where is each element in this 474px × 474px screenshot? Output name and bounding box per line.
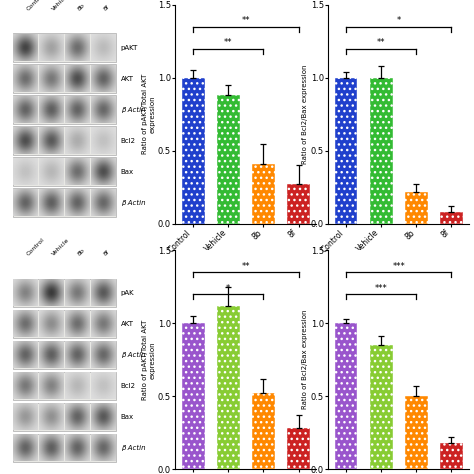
- Bar: [217, 306, 240, 469]
- Text: Bcl2: Bcl2: [121, 383, 136, 389]
- Text: Vehicle: Vehicle: [51, 237, 71, 257]
- Bar: [182, 78, 204, 224]
- Bar: [13, 127, 116, 155]
- Bar: [440, 443, 463, 469]
- Bar: [13, 372, 116, 401]
- Text: AKT: AKT: [121, 75, 134, 82]
- Text: Bcl2: Bcl2: [121, 137, 136, 144]
- Y-axis label: Ratio of pAKT/Total AKT
expression: Ratio of pAKT/Total AKT expression: [142, 319, 155, 400]
- Text: Control: Control: [26, 237, 46, 257]
- Text: Control: Control: [26, 0, 46, 11]
- Bar: [13, 189, 116, 217]
- Bar: [440, 212, 463, 224]
- Text: 8b: 8b: [77, 2, 86, 11]
- Bar: [182, 323, 204, 469]
- Bar: [370, 345, 392, 469]
- Text: **: **: [224, 38, 232, 47]
- Bar: [287, 184, 310, 224]
- Bar: [13, 33, 116, 62]
- Bar: [13, 310, 116, 338]
- Text: β Actin: β Actin: [121, 200, 145, 206]
- Bar: [405, 396, 428, 469]
- Bar: [370, 78, 392, 224]
- Text: 8f: 8f: [103, 3, 111, 11]
- Text: 8b: 8b: [77, 247, 86, 257]
- Bar: [287, 428, 310, 469]
- Bar: [252, 393, 275, 469]
- Bar: [217, 95, 240, 224]
- Text: β Actin: β Actin: [121, 107, 145, 113]
- Text: pAK: pAK: [121, 290, 134, 296]
- Text: **: **: [377, 38, 385, 47]
- Text: β Actin: β Actin: [121, 445, 145, 451]
- Text: β Actin: β Actin: [121, 352, 145, 358]
- Y-axis label: Ratio of pAKT/Total AKT
expression: Ratio of pAKT/Total AKT expression: [142, 74, 155, 155]
- Text: *: *: [226, 283, 230, 292]
- Text: **: **: [242, 16, 250, 25]
- Bar: [13, 341, 116, 369]
- Y-axis label: Ratio of Bcl2/Bax expression: Ratio of Bcl2/Bax expression: [302, 64, 308, 164]
- Bar: [335, 78, 357, 224]
- Text: ***: ***: [392, 262, 405, 271]
- Text: *: *: [397, 16, 401, 25]
- Text: 8f: 8f: [103, 249, 111, 257]
- Bar: [252, 164, 275, 224]
- Text: pAKT: pAKT: [121, 45, 138, 51]
- Bar: [405, 191, 428, 224]
- Text: **: **: [242, 262, 250, 271]
- Bar: [13, 403, 116, 431]
- Text: AKT: AKT: [121, 321, 134, 327]
- Bar: [13, 95, 116, 124]
- Bar: [13, 279, 116, 307]
- Text: Bax: Bax: [121, 169, 134, 174]
- Bar: [13, 157, 116, 186]
- Bar: [335, 323, 357, 469]
- Y-axis label: Ratio of Bcl2/Bax expression: Ratio of Bcl2/Bax expression: [302, 310, 308, 410]
- Bar: [13, 64, 116, 93]
- Text: Vehicle: Vehicle: [51, 0, 71, 11]
- Text: ***: ***: [375, 283, 388, 292]
- Text: Bax: Bax: [121, 414, 134, 420]
- Bar: [13, 434, 116, 463]
